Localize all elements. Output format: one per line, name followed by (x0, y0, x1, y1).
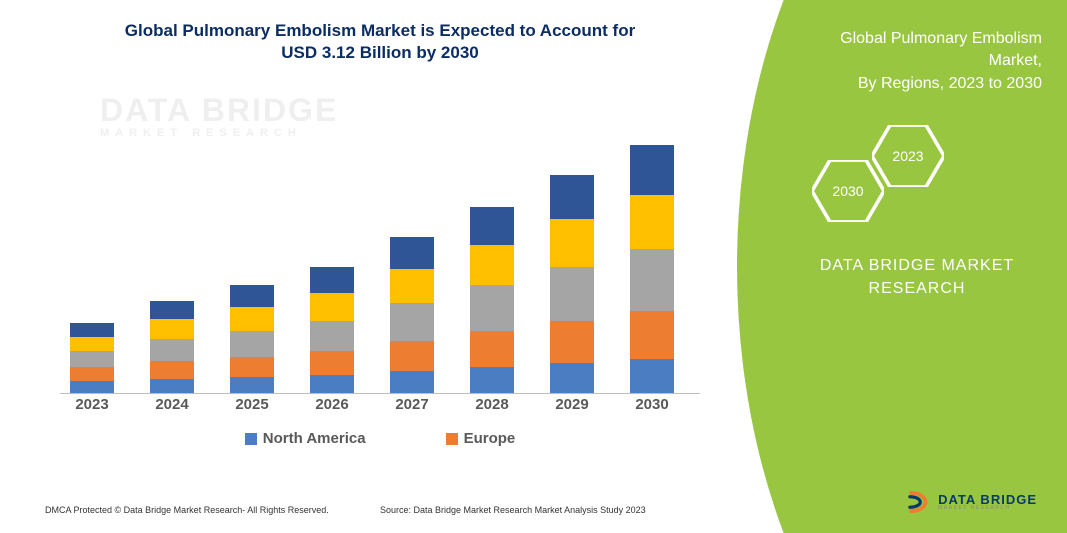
bar-segment (390, 303, 434, 341)
bar-segment (550, 175, 594, 219)
bar-segment (310, 267, 354, 293)
bar-2030 (630, 145, 674, 393)
x-label: 2029 (542, 396, 602, 413)
bar-segment (390, 237, 434, 269)
bar-segment (230, 331, 274, 357)
bar-segment (550, 267, 594, 321)
plot-area (60, 124, 700, 394)
bar-2028 (470, 207, 514, 393)
chart-title-line1: Global Pulmonary Embolism Market is Expe… (125, 21, 635, 40)
bar-segment (150, 379, 194, 393)
bar-segment (310, 321, 354, 351)
footer-source: Source: Data Bridge Market Research Mark… (380, 505, 646, 515)
bar-segment (630, 145, 674, 195)
bar-segment (70, 381, 114, 393)
x-label: 2025 (222, 396, 282, 413)
bar-segment (550, 321, 594, 363)
bar-segment (390, 269, 434, 303)
bar-segment (230, 307, 274, 331)
bar-segment (470, 367, 514, 393)
bar-segment (230, 285, 274, 307)
bar-segment (630, 249, 674, 311)
x-axis-labels: 2023 2024 2025 2026 2027 2028 2029 2030 (60, 396, 700, 420)
legend-label: North America (263, 430, 366, 447)
databridge-logo: DATA BRIDGE MARKET RESEARCH (906, 489, 1037, 515)
bar-segment (150, 319, 194, 339)
chart-container: DATA BRIDGE MARKET RESEARCH 202320242025… (60, 84, 700, 394)
bar-segment (550, 363, 594, 393)
bar-segment (470, 285, 514, 331)
bar-2026 (310, 267, 354, 393)
hex-2023: 2023 (872, 125, 944, 187)
bar-segment (70, 351, 114, 367)
bar-segment (70, 323, 114, 337)
bar-segment (150, 301, 194, 319)
bar-2023 (70, 323, 114, 393)
x-label: 2026 (302, 396, 362, 413)
chart-title: Global Pulmonary Embolism Market is Expe… (40, 20, 720, 64)
bar-segment (630, 195, 674, 249)
bar-segment (550, 219, 594, 267)
bar-2025 (230, 285, 274, 393)
bar-segment (70, 337, 114, 351)
bar-segment (470, 331, 514, 367)
logo-icon (906, 489, 932, 515)
x-label: 2030 (622, 396, 682, 413)
legend-item: Europe (446, 430, 516, 447)
right-panel-brand: DATA BRIDGE MARKET RESEARCH (792, 255, 1042, 300)
x-label: 2028 (462, 396, 522, 413)
legend-swatch (245, 433, 257, 445)
bar-segment (230, 377, 274, 393)
footer-dmca: DMCA Protected © Data Bridge Market Rese… (45, 505, 329, 515)
legend-label: Europe (464, 430, 516, 447)
bar-segment (470, 207, 514, 245)
legend-swatch (446, 433, 458, 445)
x-label: 2024 (142, 396, 202, 413)
bar-segment (70, 367, 114, 381)
x-label: 2023 (62, 396, 122, 413)
logo-text: DATA BRIDGE MARKET RESEARCH (938, 493, 1037, 511)
bar-segment (230, 357, 274, 377)
right-panel: Global Pulmonary Embolism Market, By Reg… (737, 0, 1067, 533)
hex-graphic: 2030 2023 (792, 115, 1042, 245)
bar-segment (310, 351, 354, 375)
chart-legend: North America Europe (40, 430, 720, 449)
bar-segment (150, 361, 194, 379)
legend-item: North America (245, 430, 366, 447)
bar-2029 (550, 175, 594, 393)
bar-segment (630, 359, 674, 393)
bar-2027 (390, 237, 434, 393)
bar-segment (390, 341, 434, 371)
bar-2024 (150, 301, 194, 393)
main-chart-area: Global Pulmonary Embolism Market is Expe… (0, 0, 760, 533)
bar-segment (630, 311, 674, 359)
bar-segment (390, 371, 434, 393)
x-label: 2027 (382, 396, 442, 413)
bar-segment (150, 339, 194, 361)
bar-segment (310, 375, 354, 393)
right-panel-title: Global Pulmonary Embolism Market, By Reg… (792, 28, 1042, 95)
bar-segment (470, 245, 514, 285)
chart-title-line2: USD 3.12 Billion by 2030 (281, 43, 478, 62)
bar-segment (310, 293, 354, 321)
